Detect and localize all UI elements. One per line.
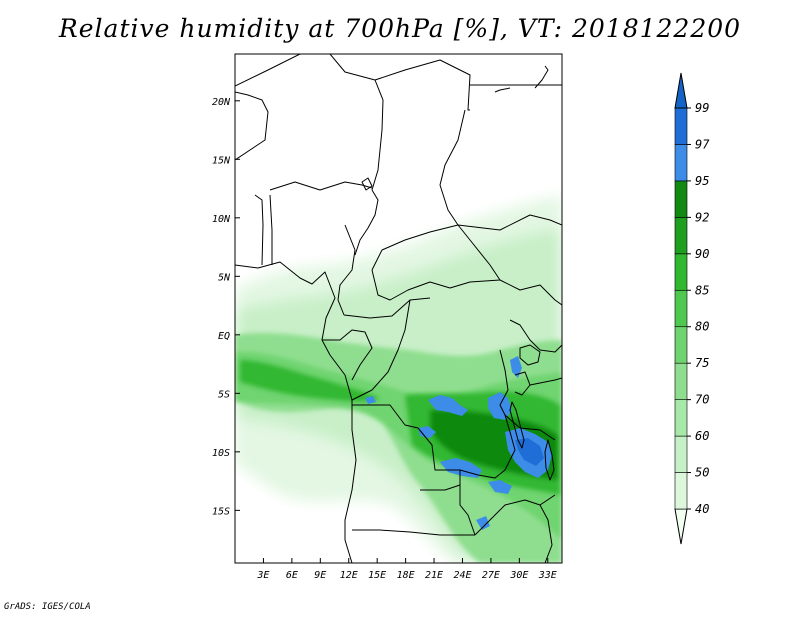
y-tick-label: 15N	[212, 155, 231, 166]
y-tick-label: 15S	[212, 506, 230, 517]
saturated-patch-7	[510, 356, 522, 378]
colorbar-high-arrow	[674, 72, 688, 109]
saturated-patch-10	[365, 396, 376, 404]
colorbar-swatch	[674, 399, 688, 437]
colorbar-swatch	[674, 107, 688, 145]
border-north-3	[374, 59, 471, 111]
border-north-2	[329, 54, 384, 191]
border-uganda	[509, 319, 562, 353]
colorbar-swatch	[674, 217, 688, 255]
colorbar-low-arrow	[674, 508, 688, 545]
border-drc-zambia	[459, 414, 516, 479]
y-tick-label: 10S	[212, 448, 230, 459]
x-tick-label: 18E	[397, 570, 415, 581]
x-tick-label: 9E	[314, 570, 326, 581]
colorbar-label: 92	[695, 210, 709, 224]
border-tanzania	[519, 377, 562, 441]
colorbar-label: 50	[695, 466, 709, 480]
colorbar-label: 70	[695, 393, 709, 407]
x-tick-label: 30E	[509, 570, 528, 581]
humidity-core-west	[240, 360, 380, 402]
x-tick-label: 12E	[340, 570, 358, 581]
x-tick-label: 3E	[256, 570, 269, 581]
coast-angola	[329, 354, 357, 563]
border-mozambique	[539, 504, 553, 563]
colorbar-label: 60	[695, 429, 709, 443]
border-car-north	[371, 224, 501, 281]
colorbar-label: 85	[695, 283, 709, 297]
saturated-patch-9	[476, 516, 490, 530]
colorbar-label: 90	[695, 247, 709, 261]
x-tick-label: 27E	[482, 570, 500, 581]
saturated-patch-5	[488, 480, 512, 494]
border-ssudan	[499, 279, 562, 306]
colorbar-label: 99	[695, 101, 709, 115]
lake-victoria	[519, 344, 541, 366]
coast-gulf-guinea	[235, 261, 336, 356]
border-benin-togo	[254, 194, 273, 266]
border-north-1	[235, 54, 301, 87]
colorbar-swatch	[674, 472, 688, 510]
border-congo-drc	[351, 299, 411, 401]
lake-chad	[361, 177, 373, 191]
colorbar-label: 80	[695, 320, 709, 334]
coast-red-sea	[494, 87, 511, 93]
border-drc-east	[499, 349, 521, 429]
colorbar-swatch	[674, 435, 688, 473]
x-tick-label: 6E	[286, 570, 298, 581]
border-chad-sudan	[439, 109, 466, 226]
x-axis: 3E 6E 9E 12E 15E 18E 21E 24E 27E 30E 33E	[256, 558, 557, 581]
border-cameroon-congo	[343, 297, 431, 319]
border-mali-niger	[235, 91, 269, 161]
x-tick-label: 24E	[453, 570, 471, 581]
border-angola-zambia	[420, 484, 476, 536]
border-car-south	[371, 269, 501, 301]
x-tick-label: 15E	[368, 570, 386, 581]
colorbar-label: 95	[695, 174, 709, 188]
lake-tanganyika	[509, 401, 525, 449]
y-axis: 20N 15N 10N 5N EQ 5S 10S 15S	[212, 97, 240, 517]
colorbar-label: 75	[695, 356, 709, 370]
coast-nile-delta	[534, 65, 549, 89]
border-sudan-south	[457, 214, 562, 231]
colorbar-swatch	[674, 180, 688, 218]
y-tick-label: 10N	[212, 214, 231, 225]
colorbar: 40 50 60 70 75 80 85 90 92 95 97 99	[674, 72, 710, 545]
colorbar-swatch	[674, 289, 688, 328]
map-frame	[234, 53, 563, 564]
country-borders	[235, 54, 562, 563]
colorbar-label: 40	[695, 502, 709, 516]
saturated-patch-1	[428, 395, 468, 416]
border-angola-namibia	[352, 529, 475, 536]
credit-label: GrADS: IGES/COLA	[4, 602, 91, 612]
border-drc-angola-north	[352, 404, 461, 485]
border-gabon-congo	[322, 329, 373, 381]
border-zambia-zimbabwe	[474, 494, 556, 536]
border-nigeria-cameroon	[337, 224, 356, 316]
y-tick-label: 5N	[218, 272, 231, 283]
x-tick-label: 21E	[425, 570, 443, 581]
saturated-patch-6	[418, 426, 436, 438]
colorbar-label: 97	[695, 137, 710, 151]
humidity-field	[235, 195, 562, 563]
colorbar-swatch	[674, 253, 688, 291]
lake-malawi	[544, 439, 555, 481]
colorbar-swatch	[674, 326, 688, 364]
border-chad-west	[354, 189, 379, 256]
x-tick-label: 33E	[538, 570, 557, 581]
y-tick-label: 5S	[218, 389, 230, 400]
border-niger-nigeria	[269, 181, 373, 191]
y-tick-label: 20N	[212, 97, 231, 108]
colorbar-swatch	[674, 144, 688, 182]
y-tick-label: EQ	[218, 331, 230, 342]
colorbar-swatch	[674, 362, 688, 400]
map-title: Relative humidity at 700hPa [%], VT: 201…	[58, 14, 742, 43]
